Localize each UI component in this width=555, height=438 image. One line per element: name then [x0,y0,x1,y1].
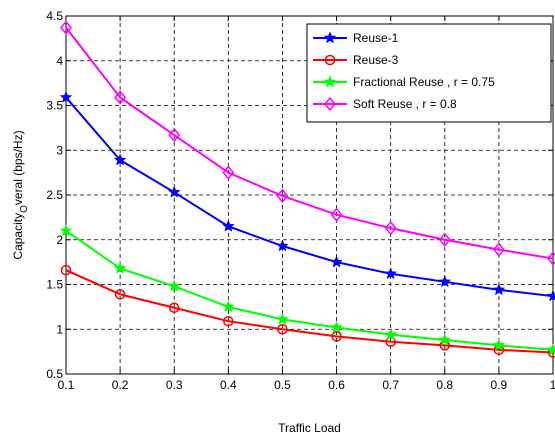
x-tick-label: 0.8 [436,378,453,392]
data-point [330,207,343,222]
data-point [330,320,343,333]
x-tick-label: 0.2 [112,378,129,392]
y-axis-label-subscript: O [19,205,30,213]
legend-label: Reuse-1 [353,31,399,45]
series-0 [59,90,555,302]
y-tick-label: 1.5 [46,278,63,292]
data-point [492,283,506,296]
data-point [168,127,181,143]
data-point [114,90,127,105]
data-point [60,264,72,276]
axis-ticks: 0.1 0.2 0.3 0.4 0.5 0.6 0.7 0.8 0.9 1 0.5 1 1.5 2 2.5 3… [46,9,555,392]
legend-label: Fractional Reuse , r = 0.75 [353,75,495,89]
y-axis-label-rest: veral (bps/Hz) [11,130,25,205]
data-point [113,153,127,166]
x-tick-label: 0.4 [220,378,237,392]
y-axis-label: CapacityOveral (bps/Hz) [11,130,30,259]
x-tick-label: 0.1 [58,378,75,392]
data-point [167,185,181,198]
data-point [546,343,555,356]
data-point [384,267,398,280]
legend-box [306,23,552,123]
series-layer [59,20,555,358]
x-axis-label: Traffic Load [278,421,341,435]
data-point [221,219,235,232]
x-tick-label: 1 [550,378,555,392]
x-tick-label: 0.5 [274,378,291,392]
data-point [331,331,342,342]
data-point [60,20,72,35]
legend-label: Soft Reuse , r = 0.8 [353,97,457,111]
x-tick-label: 0.3 [166,378,183,392]
legend-marker [324,96,336,112]
legend-marker [323,31,337,44]
data-point [167,279,181,292]
legend-item: Fractional Reuse , r = 0.75 [313,75,495,89]
y-tick-label: 2.5 [46,188,63,202]
series-line [65,96,554,298]
legend-marker [323,75,337,88]
legend: Reuse-1 Reuse-3 Fractional Reuse , r = 0.7… [306,23,552,123]
data-point [223,315,234,327]
data-point [547,251,555,266]
y-axis-label-main: Capacity [11,213,25,260]
data-point [276,239,289,252]
y-tick-label: 3 [56,143,63,157]
y-tick-label: 2 [56,233,63,247]
legend-label: Reuse-3 [353,53,399,67]
data-point [330,255,343,268]
legend-item: Soft Reuse , r = 0.8 [313,96,457,112]
legend-marker [324,54,336,66]
y-tick-label: 3.5 [46,99,63,113]
data-point [168,302,180,314]
legend-item: Reuse-1 [313,31,399,45]
series-line [65,229,554,351]
data-point [113,261,127,274]
data-point [546,289,555,302]
data-point [492,338,506,351]
series-line [65,27,554,260]
data-point [276,188,289,204]
data-point [384,220,397,236]
data-point [438,232,451,247]
series-1 [60,264,555,358]
data-point [438,275,452,288]
data-point [384,327,398,341]
data-point [222,165,235,180]
y-tick-label: 1 [56,322,63,336]
x-tick-label: 0.7 [382,378,399,392]
data-point [59,224,73,237]
data-point [438,333,452,346]
data-point [492,242,505,257]
x-tick-label: 0.9 [491,378,508,392]
data-point [221,300,235,313]
y-tick-label: 4 [56,54,63,68]
x-tick-label: 0.6 [328,378,345,392]
data-point [277,324,288,335]
series-3 [60,20,555,266]
y-tick-label: 4.5 [46,9,63,23]
y-tick-label: 0.5 [46,367,63,381]
data-point [276,312,289,325]
data-point [59,90,73,103]
legend-item: Reuse-3 [313,53,399,67]
series-line [65,269,554,354]
data-point [114,289,126,300]
series-2 [59,224,555,356]
